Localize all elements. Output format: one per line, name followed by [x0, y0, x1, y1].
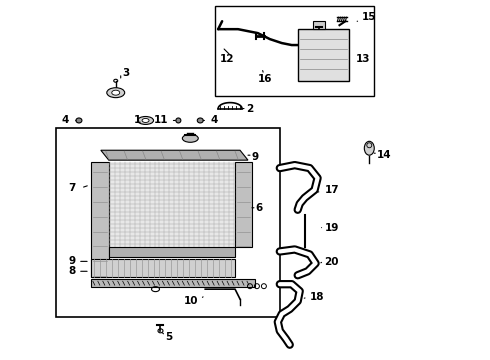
Text: 7: 7	[69, 183, 76, 193]
Text: 4: 4	[210, 116, 218, 126]
Ellipse shape	[197, 118, 203, 123]
Ellipse shape	[112, 90, 120, 95]
Ellipse shape	[76, 118, 82, 123]
Text: 19: 19	[324, 222, 339, 233]
Ellipse shape	[107, 88, 124, 98]
Text: 15: 15	[361, 12, 376, 22]
Text: 6: 6	[255, 203, 262, 213]
Bar	[91, 162, 109, 277]
Text: 1: 1	[133, 116, 141, 126]
Bar	[109, 247, 235, 257]
Polygon shape	[101, 150, 248, 160]
Text: 4: 4	[62, 116, 69, 126]
Bar	[91, 279, 255, 287]
Ellipse shape	[138, 117, 153, 125]
Text: 11: 11	[154, 116, 169, 126]
Text: 2: 2	[246, 104, 253, 113]
Text: 14: 14	[377, 150, 392, 160]
Text: 16: 16	[258, 74, 272, 84]
Text: 9: 9	[69, 256, 76, 266]
Bar	[215, 6, 374, 96]
Bar	[235, 162, 252, 247]
Text: 12: 12	[220, 54, 235, 64]
Text: 8: 8	[69, 266, 76, 276]
Ellipse shape	[365, 141, 374, 155]
Text: 5: 5	[166, 332, 172, 342]
Text: 17: 17	[324, 185, 339, 195]
Ellipse shape	[182, 134, 198, 142]
Text: 10: 10	[184, 296, 198, 306]
Text: 13: 13	[355, 54, 370, 64]
Bar	[109, 162, 235, 247]
Bar	[56, 129, 280, 317]
Ellipse shape	[176, 118, 181, 123]
Bar	[298, 29, 349, 81]
Text: 20: 20	[324, 257, 339, 267]
Bar	[91, 260, 235, 277]
Ellipse shape	[142, 118, 149, 122]
Text: 9: 9	[252, 152, 259, 162]
Text: 18: 18	[310, 292, 324, 302]
Bar	[313, 21, 324, 29]
Text: 3: 3	[122, 68, 130, 78]
